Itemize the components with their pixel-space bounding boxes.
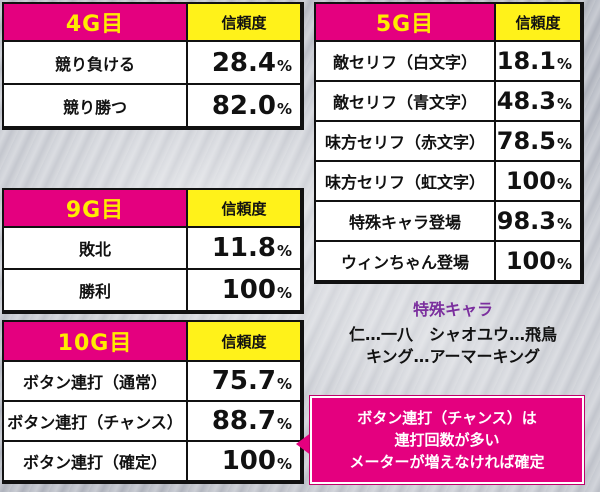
- table-5g: 5G目 信頼度 敵セリフ（白文字） 18.1% 敵セリフ（青文字） 48.3% …: [314, 2, 584, 284]
- row-label: ボタン連打（チャンス）: [4, 402, 186, 440]
- reliability-header: 信頼度: [496, 4, 580, 40]
- reliability-header: 信頼度: [188, 322, 300, 360]
- row-label: 味方セリフ（赤文字）: [316, 122, 494, 160]
- note-line: キング…アーマーキング: [365, 347, 541, 366]
- row-label: 敗北: [4, 228, 186, 268]
- row-label: 敵セリフ（白文字）: [316, 42, 494, 80]
- row-label: ボタン連打（通常）: [4, 362, 186, 400]
- table-10g: 10G目 信頼度 ボタン連打（通常） 75.7% ボタン連打（チャンス） 88.…: [2, 320, 304, 484]
- table-title: 4G目: [4, 4, 186, 40]
- table-4g: 4G目 信頼度 競り負ける 28.4% 競り勝つ 82.0%: [2, 2, 304, 130]
- row-label: 競り負ける: [4, 42, 186, 83]
- row-value: 98.3%: [496, 202, 580, 240]
- table-9g: 9G目 信頼度 敗北 11.8% 勝利 100%: [2, 188, 304, 314]
- row-value: 28.4%: [188, 42, 300, 83]
- note-title: 特殊キャラ: [412, 300, 493, 319]
- row-label: 特殊キャラ登場: [316, 202, 494, 240]
- table-title: 10G目: [4, 322, 186, 360]
- row-value: 100%: [496, 162, 580, 200]
- special-chara-note: 特殊キャラ 仁…一八 シャオユウ…飛鳥 キング…アーマーキング: [318, 296, 588, 368]
- row-value: 48.3%: [496, 82, 580, 120]
- callout-line: メーターが増えなければ確定: [349, 453, 545, 471]
- row-label: 敵セリフ（青文字）: [316, 82, 494, 120]
- row-label: 競り勝つ: [4, 85, 186, 126]
- row-value: 18.1%: [496, 42, 580, 80]
- row-value: 78.5%: [496, 122, 580, 160]
- row-label: ボタン連打（確定）: [4, 442, 186, 480]
- row-value: 75.7%: [188, 362, 300, 400]
- reliability-header: 信頼度: [188, 190, 300, 226]
- reliability-header: 信頼度: [188, 4, 300, 40]
- note-line: 仁…一八 シャオユウ…飛鳥: [348, 325, 557, 344]
- row-value: 82.0%: [188, 85, 300, 126]
- row-label: ウィンちゃん登場: [316, 242, 494, 280]
- row-value: 100%: [496, 242, 580, 280]
- table-title: 9G目: [4, 190, 186, 226]
- callout-line: ボタン連打（チャンス）は: [357, 409, 537, 427]
- row-label: 勝利: [4, 270, 186, 310]
- row-value: 11.8%: [188, 228, 300, 268]
- row-value: 100%: [188, 442, 300, 480]
- table-title: 5G目: [316, 4, 494, 40]
- callout-box: ボタン連打（チャンス）は 連打回数が多い メーターが増えなければ確定: [310, 396, 584, 484]
- callout-line: 連打回数が多い: [394, 431, 500, 449]
- row-value: 88.7%: [188, 402, 300, 440]
- row-label: 味方セリフ（虹文字）: [316, 162, 494, 200]
- row-value: 100%: [188, 270, 300, 310]
- callout-arrow: [296, 432, 312, 456]
